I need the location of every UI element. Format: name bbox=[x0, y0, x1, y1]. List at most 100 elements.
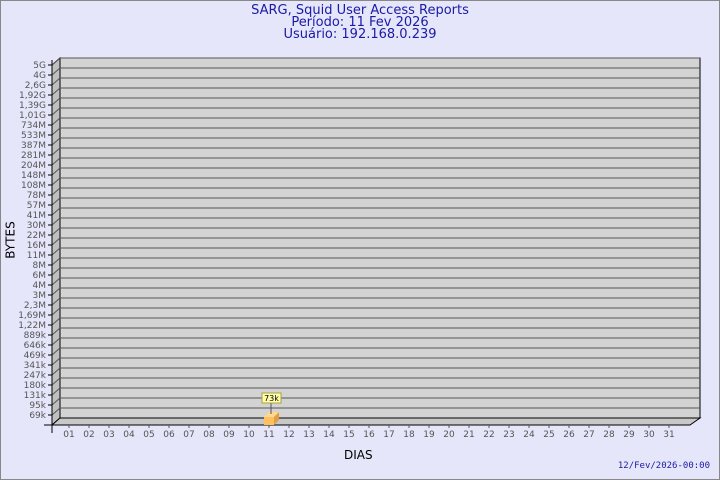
x-tick-label: 03 bbox=[103, 430, 114, 440]
y-tick-label: 2,6G bbox=[25, 81, 46, 91]
y-tick-label: 8M bbox=[33, 261, 47, 271]
gridline-side bbox=[51, 387, 61, 396]
gridline-side bbox=[51, 347, 61, 356]
y-tick-label: 78M bbox=[27, 191, 46, 201]
gridline-side bbox=[51, 97, 61, 106]
x-tick-label: 14 bbox=[323, 430, 335, 440]
x-tick-label: 10 bbox=[243, 430, 255, 440]
x-tick-label: 30 bbox=[643, 430, 655, 440]
gridline-side bbox=[51, 117, 61, 126]
y-tick-label: 341k bbox=[24, 361, 47, 371]
y-tick-label: 1,92G bbox=[19, 91, 46, 101]
y-tick-label: 4G bbox=[33, 71, 46, 81]
y-tick-label: 1,69M bbox=[18, 311, 46, 321]
gridline-side bbox=[51, 327, 61, 336]
y-axis-label: BYTES bbox=[3, 221, 18, 259]
floor bbox=[50, 417, 702, 426]
gridline-side bbox=[51, 407, 61, 416]
y-tick-label: 734M bbox=[21, 121, 46, 131]
y-tick-label: 533M bbox=[21, 131, 46, 141]
y-tick-label: 180k bbox=[24, 381, 47, 391]
y-tick-label: 889k bbox=[24, 331, 47, 341]
y-tick-label: 1,39G bbox=[19, 101, 46, 111]
x-tick-label: 21 bbox=[463, 430, 474, 440]
chart-period: Período: 11 Fev 2026 bbox=[291, 15, 429, 30]
y-tick-label: 6M bbox=[33, 271, 47, 281]
y-tick-label: 281M bbox=[21, 151, 46, 161]
gridline-side bbox=[51, 217, 61, 226]
y-tick-label: 11M bbox=[27, 251, 46, 261]
gridline-side bbox=[51, 207, 61, 216]
gridline-side bbox=[51, 257, 61, 266]
x-tick-label: 07 bbox=[183, 430, 194, 440]
x-tick-label: 09 bbox=[223, 430, 235, 440]
gridline-side bbox=[51, 267, 61, 276]
y-tick-label: 387M bbox=[21, 141, 46, 151]
x-tick-label: 06 bbox=[163, 430, 175, 440]
x-tick-label: 29 bbox=[623, 430, 635, 440]
x-tick-label: 31 bbox=[663, 430, 674, 440]
bar bbox=[264, 417, 274, 425]
generated-timestamp: 12/Fev/2026-00:00 bbox=[617, 461, 710, 471]
gridline-side bbox=[51, 307, 61, 316]
x-tick-label: 15 bbox=[343, 430, 354, 440]
y-tick-label: 5G bbox=[33, 61, 46, 71]
gridline-side bbox=[51, 357, 61, 366]
x-tick-label: 25 bbox=[543, 430, 554, 440]
gridline-side bbox=[51, 247, 61, 256]
x-tick-label: 04 bbox=[123, 430, 135, 440]
gridline-side bbox=[51, 277, 61, 286]
x-tick-label: 11 bbox=[263, 430, 274, 440]
y-tick-label: 148M bbox=[21, 171, 46, 181]
gridline-side bbox=[51, 187, 61, 196]
chart-user: Usuário: 192.168.0.239 bbox=[283, 27, 437, 42]
gridline-side bbox=[51, 317, 61, 326]
y-tick-label: 16M bbox=[27, 241, 46, 251]
gridline-side bbox=[51, 157, 61, 166]
y-tick-label: 22M bbox=[27, 231, 46, 241]
x-tick-label: 18 bbox=[403, 430, 415, 440]
gridline-side bbox=[51, 227, 61, 236]
data-label-box bbox=[261, 392, 282, 404]
gridline-side bbox=[51, 167, 61, 176]
y-tick-label: 204M bbox=[21, 161, 46, 171]
y-tick-label: 4M bbox=[33, 281, 47, 291]
y-tick-label: 2,3M bbox=[24, 301, 46, 311]
y-tick-label: 469k bbox=[24, 351, 47, 361]
gridline-side bbox=[51, 107, 61, 116]
x-tick-label: 28 bbox=[603, 430, 615, 440]
y-tick-label: 69k bbox=[29, 411, 46, 421]
gridline-side bbox=[51, 177, 61, 186]
x-tick-label: 01 bbox=[63, 430, 74, 440]
x-tick-label: 17 bbox=[383, 430, 394, 440]
gridline-side bbox=[51, 137, 61, 146]
gridline-side bbox=[51, 57, 61, 66]
y-tick-label: 1,22M bbox=[18, 321, 46, 331]
x-tick-label: 02 bbox=[83, 430, 94, 440]
x-tick-label: 12 bbox=[283, 430, 294, 440]
y-tick-label: 247k bbox=[24, 371, 47, 381]
x-tick-label: 20 bbox=[443, 430, 455, 440]
chart-title: SARG, Squid User Access Reports bbox=[251, 3, 469, 18]
x-tick-label: 27 bbox=[583, 430, 594, 440]
x-tick-label: 05 bbox=[143, 430, 154, 440]
gridline-side bbox=[51, 197, 61, 206]
gridline-side bbox=[51, 67, 61, 76]
gridline-side bbox=[51, 237, 61, 246]
gridline-side bbox=[51, 77, 61, 86]
gridline-side bbox=[51, 87, 61, 96]
x-tick-label: 23 bbox=[503, 430, 514, 440]
gridline-side bbox=[51, 397, 61, 406]
y-tick-label: 57M bbox=[27, 201, 46, 211]
y-tick-label: 108M bbox=[21, 181, 46, 191]
gridline-side bbox=[51, 287, 61, 296]
y-tick-label: 131k bbox=[24, 391, 47, 401]
x-tick-label: 08 bbox=[203, 430, 215, 440]
gridline-side bbox=[51, 127, 61, 136]
x-tick-label: 26 bbox=[563, 430, 575, 440]
gridline-side bbox=[51, 367, 61, 376]
y-tick-label: 30M bbox=[27, 221, 46, 231]
x-tick-label: 22 bbox=[483, 430, 494, 440]
gridline-side bbox=[51, 147, 61, 156]
